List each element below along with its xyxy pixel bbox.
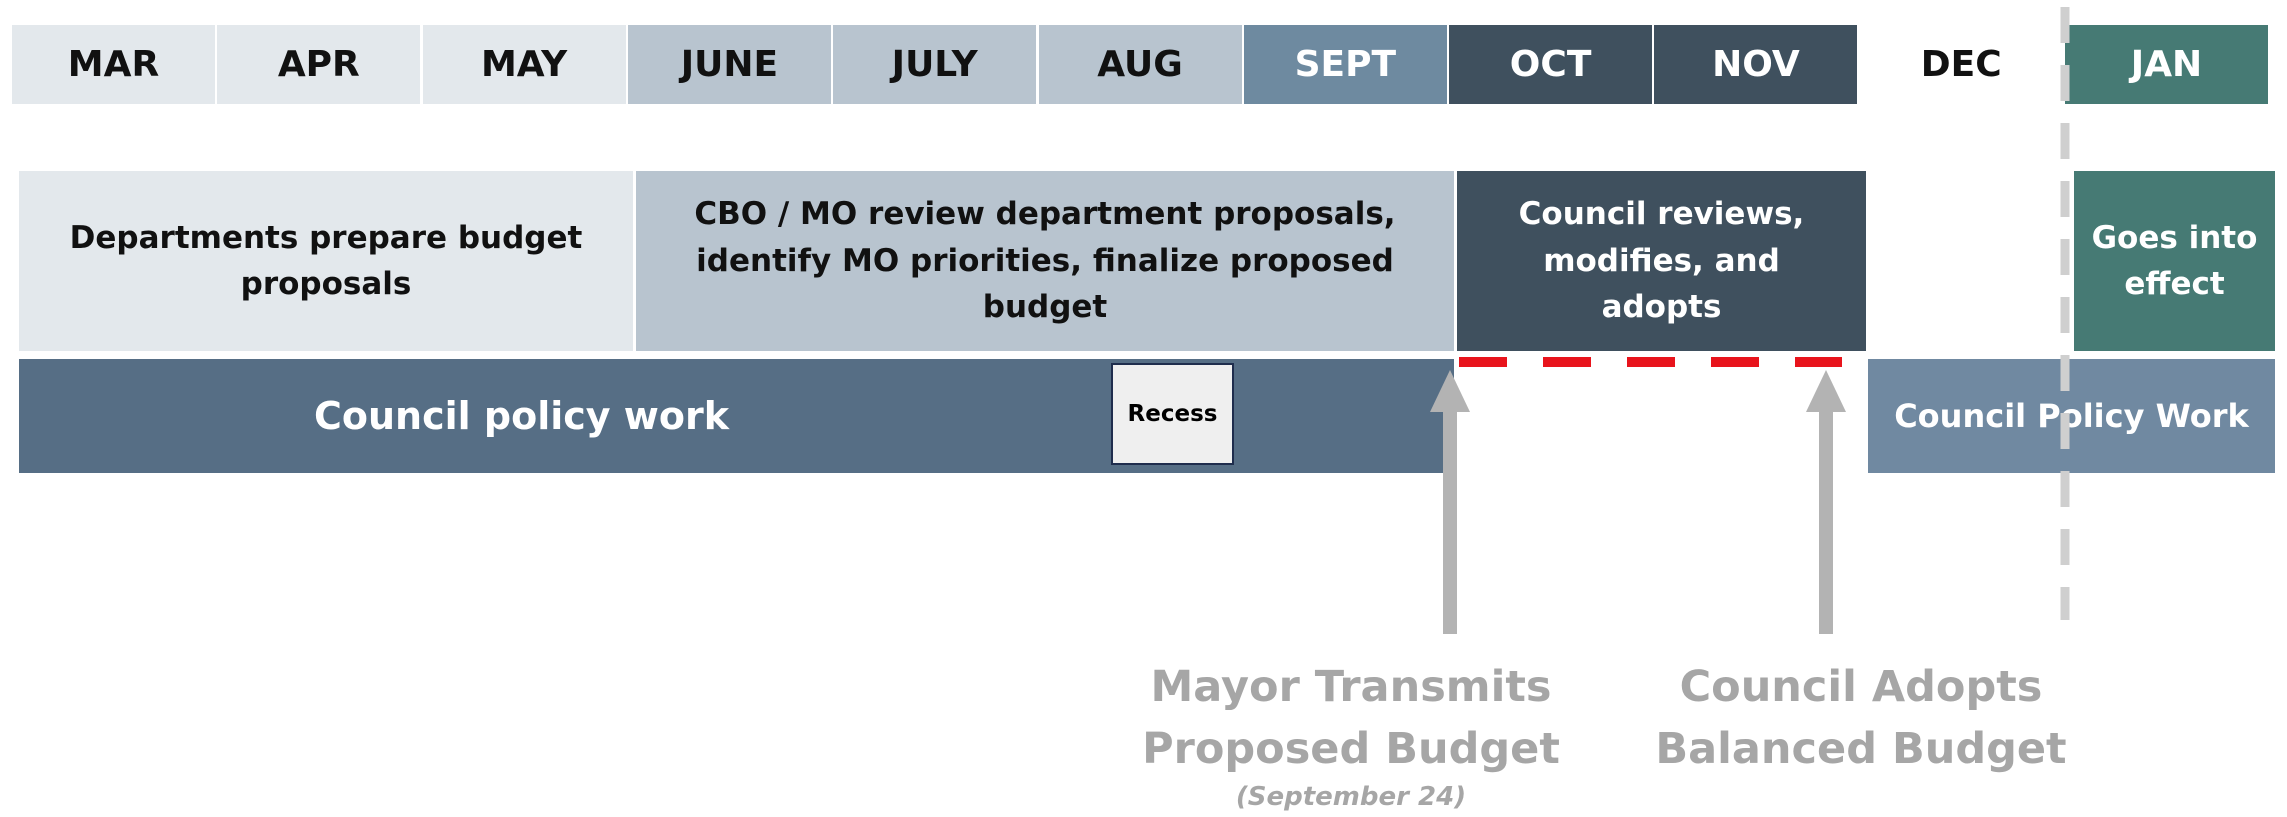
month-header: JUNE [627,25,831,104]
policy-bar: Council Policy Work [1868,359,2275,473]
milestone-line: Council Adopts [1679,662,2043,712]
month-header: MAY [422,25,626,104]
month-header: MAR [12,25,215,104]
policy-bar: Council policy work [19,359,1454,473]
milestone-line: Proposed Budget [1142,724,1560,774]
phase-box: Goes into effect [2074,171,2275,351]
month-header: DEC [1859,25,2063,104]
milestone: Council Adopts Balanced Budget [1611,656,2111,780]
milestone-note: (September 24) [1235,782,1467,812]
month-header: OCT [1449,25,1653,104]
milestone: Mayor Transmits Proposed Budget (September… [1101,656,1601,814]
month-header: NOV [1654,25,1858,104]
milestone-line: Mayor Transmits [1150,662,1552,712]
month-header: JAN [2065,25,2268,104]
phase-box: CBO / MO review department proposals, id… [636,171,1454,351]
month-header: APR [217,25,421,104]
milestone-line: Balanced Budget [1655,724,2067,774]
phase-box: Council reviews, modifies, and adopts [1457,171,1866,351]
phase-box: Departments prepare budget proposals [19,171,633,351]
month-header: JULY [833,25,1037,104]
recess-box: Recess [1111,363,1234,465]
arrow-head [1806,370,1846,412]
month-header: SEPT [1243,25,1447,104]
month-header: AUG [1038,25,1242,104]
